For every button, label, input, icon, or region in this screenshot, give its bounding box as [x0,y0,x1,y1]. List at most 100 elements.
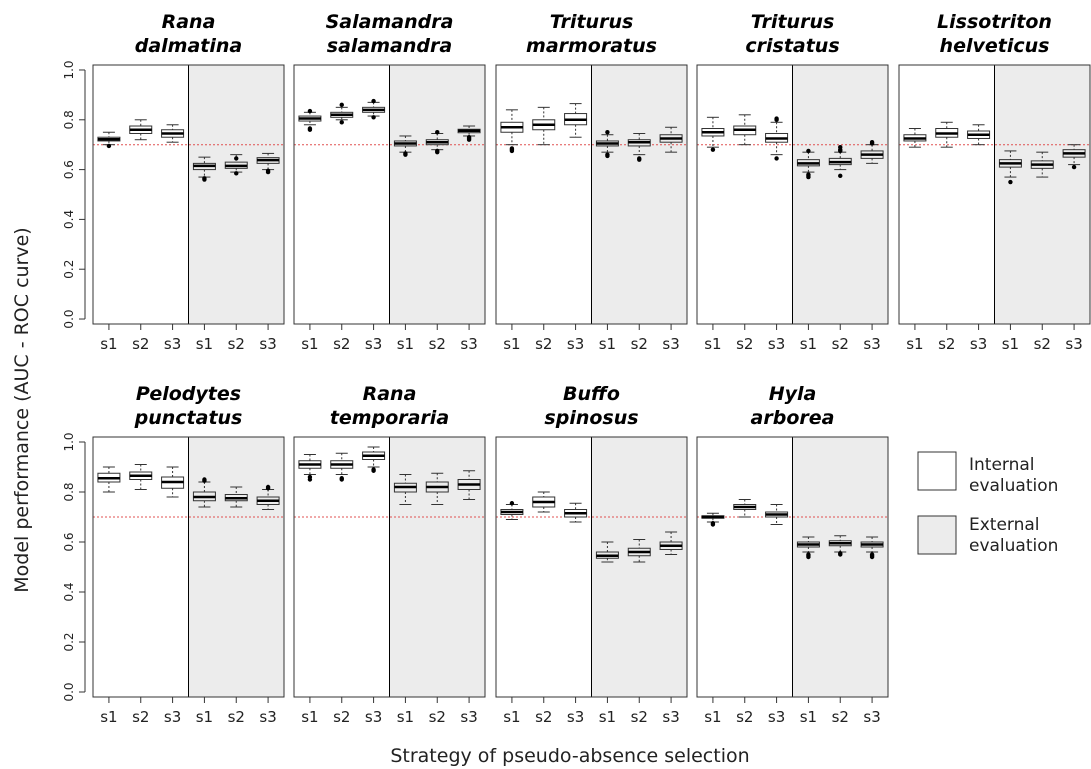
panel-title-line: marmoratus [526,35,657,57]
boxplot-s3 [564,103,588,138]
x-tick-label: s1 [301,708,318,726]
panel-title-line: arborea [751,407,835,429]
boxplot-s3 [659,126,683,153]
y-tick-label: 0.2 [62,632,76,651]
panel-title-line: Triturus [550,11,634,33]
x-tick-label: s3 [662,335,679,353]
panel-title-line: Rana [162,11,216,33]
boxplot-s3 [1062,144,1086,170]
x-tick-label: s2 [132,708,149,726]
panel-title-line: helveticus [940,35,1050,57]
boxplot-s2 [828,144,852,179]
outlier-point [371,115,376,120]
boxplot-s1 [500,109,524,154]
outlier-point [339,102,344,108]
boxplot-s2 [532,106,556,146]
x-tick-label: s2 [832,335,849,353]
x-tick-label: s2 [938,335,955,353]
outlier-point [637,156,642,161]
boxplot-s1 [97,131,121,149]
outlier-point [774,116,779,121]
internal-evaluation-area [697,437,793,697]
x-tick-label: s3 [365,708,382,726]
boxplot-s1 [393,135,417,157]
outlier-point [869,552,875,557]
outlier-point [371,467,376,472]
boxplot-s2 [425,472,449,505]
outlier-point [265,484,271,490]
outlier-point [106,143,112,149]
external-evaluation-area [792,437,888,697]
boxplot-s1 [998,150,1022,185]
panel-frame [696,436,889,698]
panel-title-line: Triturus [751,11,835,33]
boxplot-s1 [595,541,619,563]
boxplot-s3 [967,124,991,146]
x-tick-label: s3 [164,708,181,726]
x-tick-label: s2 [333,335,350,353]
boxplot-s3 [362,446,386,473]
x-tick-label: s1 [800,708,817,726]
x-tick-label: s3 [365,335,382,353]
boxplot-s2 [733,114,757,146]
panel-frame [898,64,1091,325]
internal-evaluation-area [496,437,592,697]
boxplot-s2 [425,130,449,155]
x-axis-label: Strategy of pseudo-absence selection [390,745,749,767]
y-tick-label: 0.2 [62,260,76,279]
x-tick-label: s1 [196,708,213,726]
outlier-point [202,176,207,181]
external-evaluation-area [994,65,1090,324]
panel-frame [293,64,486,325]
outlier-point [265,168,271,174]
outlier-point [435,130,440,135]
boxplot-s3 [765,116,789,161]
boxplot-s2 [224,154,248,176]
x-tick-label: s3 [259,708,276,726]
panel-frame [293,436,486,698]
boxplot-s2 [627,132,651,162]
boxplot-s2 [828,535,852,557]
boxplot-s3 [256,484,280,510]
outlier-point [466,135,472,140]
y-tick-label: 0.8 [62,482,76,501]
panel-frame [92,64,285,325]
x-tick-label: s1 [100,335,117,353]
x-tick-label: s2 [736,335,753,353]
boxplot-s2 [532,491,556,513]
outlier-point [234,156,239,161]
outlier-point [339,120,344,125]
x-tick-label: s3 [259,335,276,353]
internal-evaluation-area [697,65,793,324]
outlier-point [710,147,716,152]
boxplot-s1 [500,501,524,520]
boxplot-s3 [161,124,185,143]
legend-label-external: External [969,515,1040,535]
outlier-point [605,152,610,157]
outlier-point [1008,179,1013,185]
x-tick-label: s2 [1034,335,1051,353]
legend-swatch-external [917,515,957,555]
boxplot-s2 [733,499,757,518]
x-tick-label: s2 [429,708,446,726]
boxplot-s3 [860,536,884,560]
x-tick-label: s3 [768,708,785,726]
boxplot-s2 [224,486,248,508]
external-evaluation-area [188,65,284,324]
panel-frame [92,436,285,698]
boxplot-s1 [192,477,216,508]
y-tick-label: 0.0 [62,309,76,328]
y-tick-label: 0.0 [62,682,76,701]
outlier-point [307,474,313,480]
panel-frame [696,64,889,325]
panel-title-line: spinosus [544,407,638,429]
boxplot-s3 [765,504,789,525]
x-tick-label: s3 [768,335,785,353]
boxplot-s3 [659,531,683,555]
